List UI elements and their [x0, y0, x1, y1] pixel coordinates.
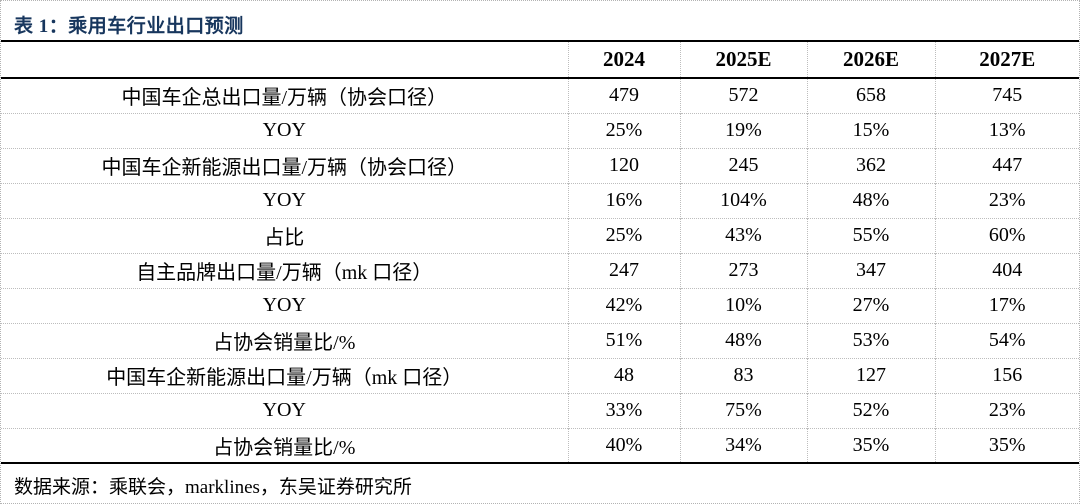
value-cell: 156	[934, 357, 1079, 393]
column-header-2024: 2024	[567, 41, 680, 79]
source-note: 数据来源：乘联会，marklines，东吴证券研究所	[14, 477, 412, 498]
value-cell: 127	[806, 357, 935, 393]
value-cell: 247	[567, 252, 680, 288]
value-cell: 55%	[806, 217, 935, 253]
value-cell: 60%	[934, 217, 1079, 253]
value-cell: 10%	[679, 287, 807, 323]
row-label-column-header	[1, 41, 568, 79]
table-row: YOY 42% 10% 27% 17%	[1, 287, 1079, 323]
table-row: 中国车企总出口量/万辆（协会口径） 479 572 658 745	[1, 78, 1079, 113]
row-label-cell: YOY	[1, 182, 568, 218]
row-label-cell: 自主品牌出口量/万辆（mk 口径）	[1, 252, 568, 288]
value-cell: 347	[806, 252, 935, 288]
value-cell: 42%	[567, 287, 680, 323]
table-row: 自主品牌出口量/万辆（mk 口径） 247 273 347 404	[1, 252, 1079, 288]
table-title: 表 1：乘用车行业出口预测	[14, 16, 244, 37]
value-cell: 13%	[934, 112, 1079, 148]
value-cell: 23%	[934, 182, 1079, 218]
table-row: 中国车企新能源出口量/万辆（mk 口径） 48 83 127 156	[1, 357, 1079, 393]
value-cell: 75%	[679, 392, 807, 428]
value-cell: 40%	[567, 427, 680, 463]
value-cell: 48	[567, 357, 680, 393]
value-cell: 33%	[567, 392, 680, 428]
table-row: YOY 25% 19% 15% 13%	[1, 112, 1079, 148]
value-cell: 52%	[806, 392, 935, 428]
value-cell: 48%	[806, 182, 935, 218]
row-label-cell: 中国车企新能源出口量/万辆（协会口径）	[1, 147, 568, 183]
value-cell: 245	[679, 147, 807, 183]
value-cell: 27%	[806, 287, 935, 323]
value-cell: 120	[567, 147, 680, 183]
row-label-cell: 占比	[1, 217, 568, 253]
value-cell: 43%	[679, 217, 807, 253]
value-cell: 15%	[806, 112, 935, 148]
value-cell: 104%	[679, 182, 807, 218]
value-cell: 572	[679, 78, 807, 113]
column-header-2027E: 2027E	[934, 41, 1079, 79]
value-cell: 404	[934, 252, 1079, 288]
row-label-cell: YOY	[1, 112, 568, 148]
value-cell: 53%	[806, 322, 935, 358]
table-row: YOY 33% 75% 52% 23%	[1, 392, 1079, 428]
column-header-2026E: 2026E	[806, 41, 935, 79]
row-label-cell: 占协会销量比/%	[1, 322, 568, 358]
table-row: 中国车企新能源出口量/万辆（协会口径） 120 245 362 447	[1, 147, 1079, 183]
value-cell: 34%	[679, 427, 807, 463]
row-label-cell: YOY	[1, 287, 568, 323]
value-cell: 447	[934, 147, 1079, 183]
column-header-2025E: 2025E	[679, 41, 807, 79]
value-cell: 35%	[806, 427, 935, 463]
value-cell: 35%	[934, 427, 1079, 463]
row-label-cell: 占协会销量比/%	[1, 427, 568, 463]
value-cell: 17%	[934, 287, 1079, 323]
value-cell: 19%	[679, 112, 807, 148]
table-row: 占比 25% 43% 55% 60%	[1, 217, 1079, 253]
value-cell: 25%	[567, 112, 680, 148]
value-cell: 25%	[567, 217, 680, 253]
table-row: 占协会销量比/% 51% 48% 53% 54%	[1, 322, 1079, 358]
value-cell: 745	[934, 78, 1079, 113]
value-cell: 54%	[934, 322, 1079, 358]
value-cell: 23%	[934, 392, 1079, 428]
value-cell: 16%	[567, 182, 680, 218]
value-cell: 362	[806, 147, 935, 183]
row-label-cell: YOY	[1, 392, 568, 428]
value-cell: 83	[679, 357, 807, 393]
value-cell: 479	[567, 78, 680, 113]
table-header-row: 2024 2025E 2026E 2027E	[1, 41, 1079, 79]
value-cell: 51%	[567, 322, 680, 358]
value-cell: 273	[679, 252, 807, 288]
table-row: YOY 16% 104% 48% 23%	[1, 182, 1079, 218]
value-cell: 48%	[679, 322, 807, 358]
row-label-cell: 中国车企总出口量/万辆（协会口径）	[121, 87, 448, 110]
row-label-cell: 中国车企新能源出口量/万辆（mk 口径）	[1, 357, 568, 393]
export-forecast-table: 2024 2025E 2026E 2027E 中国车企总出口量/万辆（协会口径） 479…	[1, 40, 1079, 464]
value-cell: 658	[806, 78, 935, 113]
table-row: 占协会销量比/% 40% 34% 35% 35%	[1, 427, 1079, 463]
